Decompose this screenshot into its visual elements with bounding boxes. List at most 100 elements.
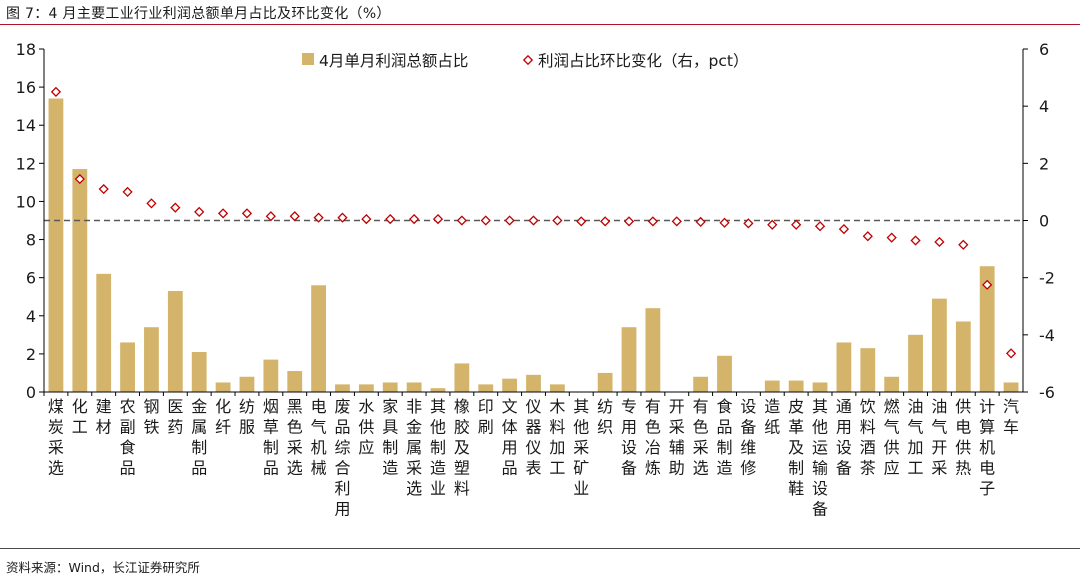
bar xyxy=(478,384,494,392)
bar xyxy=(263,359,279,392)
figure-title: 图 7：4 月主要工业行业利润总额单月占比及环比变化（%） xyxy=(6,6,391,22)
marker-point xyxy=(313,212,324,223)
x-tick-label: 开采辅助 xyxy=(669,397,685,478)
bar xyxy=(932,298,947,392)
marker-point xyxy=(671,216,682,227)
x-tick-label: 造纸 xyxy=(764,397,780,437)
bar xyxy=(645,308,661,392)
bar xyxy=(597,372,613,392)
bar xyxy=(358,384,374,392)
legend-swatch-bar xyxy=(302,53,314,65)
x-tick-label: 计算机电子 xyxy=(979,397,995,498)
y-left-tick-label: 16 xyxy=(16,78,36,97)
x-tick-label: 医药 xyxy=(167,397,183,437)
y-right-tick-label: -6 xyxy=(1039,383,1055,402)
x-tick-label: 文体用品 xyxy=(502,397,518,478)
marker-point xyxy=(170,202,181,213)
marker-point xyxy=(1005,348,1017,359)
bar xyxy=(335,384,350,392)
x-tick-label: 有色采选 xyxy=(693,397,709,478)
marker-point xyxy=(361,213,372,225)
x-tick-label: 供电供热 xyxy=(955,397,971,478)
x-tick-label: 专用设备 xyxy=(621,397,637,478)
x-tick-label: 纺织 xyxy=(597,397,613,437)
marker-point xyxy=(98,183,109,195)
marker-point xyxy=(50,86,62,97)
marker-point xyxy=(814,221,826,232)
marker-point xyxy=(838,223,850,235)
y-right-tick-label: -2 xyxy=(1039,269,1055,288)
x-tick-label: 建材 xyxy=(96,397,112,437)
marker-point xyxy=(958,239,969,250)
x-tick-label: 木料加工 xyxy=(549,397,565,478)
bar xyxy=(215,382,231,392)
y-left-tick-label: 4 xyxy=(26,307,36,326)
x-tick-label: 非金属采选 xyxy=(406,397,422,498)
source-note: 资料来源：Wind，长江证券研究所 xyxy=(6,560,200,575)
marker-point xyxy=(456,215,467,226)
y-left-tick-label: 0 xyxy=(26,383,36,402)
x-tick-label: 油气加工 xyxy=(908,397,924,478)
bar xyxy=(860,348,876,392)
x-tick-label: 油气开采 xyxy=(931,397,947,478)
bar xyxy=(96,273,112,392)
y-right-tick-label: 4 xyxy=(1039,97,1049,116)
x-tick-label: 烟草制品 xyxy=(263,397,279,478)
bar xyxy=(382,382,398,392)
marker-point xyxy=(504,215,515,226)
y-left-tick-label: 14 xyxy=(16,116,36,135)
x-tick-label: 印刷 xyxy=(478,397,494,437)
y-left-tick-label: 18 xyxy=(16,40,36,59)
y-left-tick-label: 6 xyxy=(26,269,36,288)
marker-point xyxy=(74,173,85,185)
marker-point xyxy=(289,211,300,222)
y-left-tick-label: 2 xyxy=(26,345,36,364)
marker-point xyxy=(600,216,611,227)
x-tick-label: 有色冶炼 xyxy=(645,397,661,478)
marker-point xyxy=(194,206,205,218)
y-left-tick-label: 10 xyxy=(16,192,36,211)
marker-point xyxy=(647,216,659,227)
x-tick-label: 黑色采选 xyxy=(287,397,303,478)
x-tick-label: 食品制造 xyxy=(717,397,733,478)
marker-point xyxy=(552,215,563,226)
marker-point xyxy=(743,218,754,229)
marker-point xyxy=(719,217,730,228)
bar xyxy=(287,371,303,392)
legend-label-marker: 利润占比环比变化（右，pct） xyxy=(538,52,748,70)
marker-point xyxy=(623,216,635,227)
title-rule xyxy=(0,24,1080,25)
x-tick-label: 化纤 xyxy=(215,397,231,437)
bar xyxy=(454,363,470,392)
legend-label-bar: 4月单月利润总额占比 xyxy=(319,52,468,70)
x-tick-label: 纺服 xyxy=(239,397,255,437)
x-tick-label: 煤炭采选 xyxy=(48,397,64,478)
marker-point xyxy=(982,279,993,290)
x-tick-label: 钢铁 xyxy=(143,397,159,437)
x-tick-label: 仪器仪表 xyxy=(525,397,541,478)
y-left-tick-label: 12 xyxy=(16,154,36,173)
y-right-tick-label: 6 xyxy=(1039,40,1049,59)
bar-series xyxy=(48,98,1019,392)
y-left-tick-label: 8 xyxy=(26,231,36,250)
marker-point xyxy=(241,208,253,219)
x-tick-label: 设备维修 xyxy=(740,397,756,478)
marker-point xyxy=(695,216,706,228)
bar xyxy=(979,266,995,392)
bar xyxy=(717,355,732,392)
x-tick-label: 饮料酒茶 xyxy=(860,397,876,478)
x-tick-label: 水供应 xyxy=(358,397,374,457)
bar xyxy=(430,388,446,392)
marker-point xyxy=(265,211,276,222)
marker-point xyxy=(934,236,945,248)
bar xyxy=(72,169,88,392)
marker-point xyxy=(862,231,873,242)
bar xyxy=(812,382,828,392)
bar xyxy=(955,321,971,392)
x-tick-label: 化工 xyxy=(72,397,88,437)
marker-point xyxy=(910,235,921,246)
x-tick-label: 燃气供应 xyxy=(884,397,900,478)
marker-point xyxy=(576,216,587,227)
axes: 0 2 4 6 8 10 12 14 16 18 -6 -4 -2 0 2 4 6 xyxy=(16,40,1055,402)
marker-series xyxy=(50,86,1017,359)
